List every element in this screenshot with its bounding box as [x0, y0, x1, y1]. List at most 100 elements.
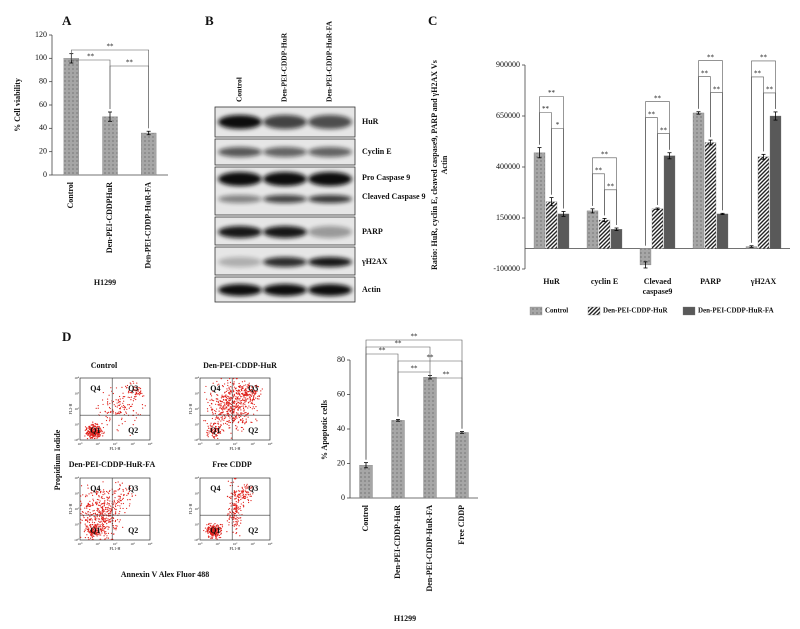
flow-event — [87, 511, 90, 513]
bar — [757, 156, 770, 249]
flow-event — [220, 536, 222, 539]
flow-event — [217, 416, 219, 418]
flow-event — [125, 411, 127, 413]
flow-event — [249, 393, 251, 396]
flow-event — [239, 400, 241, 402]
flow-event — [223, 402, 225, 404]
flow-event — [96, 509, 98, 512]
flow-event — [104, 531, 106, 533]
flow-event — [99, 505, 102, 507]
flow-event — [249, 493, 251, 495]
flow-event — [90, 533, 92, 535]
flow-tick: 10² — [74, 407, 79, 411]
bar — [423, 377, 437, 499]
flow-event — [240, 517, 242, 519]
flow-event — [248, 386, 250, 388]
flow-event — [101, 399, 104, 401]
flow-event — [93, 425, 95, 427]
flow-event — [134, 389, 136, 391]
flow-event — [96, 435, 98, 437]
flow-event — [250, 421, 252, 423]
flow-event — [106, 496, 108, 498]
flow-event — [250, 495, 252, 497]
flow-event — [99, 434, 101, 436]
flow-event — [117, 495, 119, 497]
flow-event — [236, 417, 238, 419]
flow-event — [102, 529, 104, 532]
flow-event — [217, 534, 219, 536]
flow-event — [132, 380, 134, 383]
flow-event — [86, 526, 88, 528]
flow-event — [215, 417, 217, 419]
flow-event — [210, 522, 212, 525]
flow-event — [207, 532, 209, 534]
flow-event — [219, 426, 221, 428]
flow-event — [84, 507, 86, 509]
flow-event — [98, 427, 100, 429]
flow-event — [132, 424, 134, 426]
flow-event — [239, 386, 241, 389]
flow-event — [125, 507, 128, 510]
flow-event — [213, 524, 215, 526]
flow-event — [214, 413, 216, 415]
flow-event — [84, 435, 86, 437]
flow-tick: 10³ — [130, 442, 135, 446]
flow-event — [104, 411, 106, 413]
flow-event — [127, 493, 130, 495]
flow-event — [240, 498, 242, 501]
flow-event — [220, 412, 222, 414]
flow-event — [93, 526, 96, 528]
flow-event — [210, 431, 212, 434]
flow-tick: 10¹ — [95, 442, 100, 446]
flow-event — [120, 418, 123, 421]
flow-event — [219, 531, 222, 533]
flow-event — [100, 521, 102, 523]
flow-event — [242, 404, 244, 406]
flow-event — [226, 400, 228, 403]
flow-event — [142, 407, 144, 409]
flow-event — [211, 403, 213, 405]
flow-event — [94, 532, 97, 534]
flow-event — [224, 417, 226, 419]
flow-event — [224, 422, 227, 424]
flow-axis: FL1-H — [230, 446, 241, 451]
flow-event — [252, 488, 254, 491]
flow-event — [208, 432, 210, 434]
y-tick-label: 40 — [39, 123, 47, 132]
flow-event — [109, 521, 111, 523]
flow-event — [237, 500, 240, 502]
flow-event — [225, 395, 227, 397]
flow-event — [233, 516, 235, 518]
flow-event — [103, 432, 105, 434]
flow-event — [240, 409, 242, 411]
flow-event — [229, 417, 231, 419]
flow-event — [97, 435, 100, 437]
flow-event — [241, 405, 243, 407]
y-tick-label: 60 — [39, 100, 47, 109]
flow-event — [80, 504, 82, 506]
flow-event — [227, 513, 229, 515]
flow-event — [99, 427, 102, 429]
flow-event — [118, 513, 120, 515]
flow-event — [250, 402, 252, 404]
flow-event — [235, 521, 237, 523]
flow-event — [93, 515, 95, 518]
flow-event — [222, 409, 224, 411]
flow-event — [241, 487, 244, 489]
flow-event — [236, 400, 238, 402]
flow-event — [87, 517, 89, 519]
flow-event — [217, 400, 219, 402]
flow-event — [127, 499, 129, 501]
flow-title: Control — [91, 361, 118, 370]
flow-event — [242, 419, 244, 422]
flow-event — [86, 528, 89, 530]
flow-event — [104, 518, 107, 520]
flow-event — [215, 528, 217, 530]
flow-event — [236, 528, 238, 530]
flow-event — [237, 520, 239, 522]
flow-event — [119, 510, 121, 513]
flow-event — [244, 401, 246, 403]
flow-event — [81, 511, 84, 513]
y-axis-label: Ratio: HuR, cyclin E, cleaved caspase9, … — [430, 60, 449, 270]
flow-event — [141, 392, 143, 394]
